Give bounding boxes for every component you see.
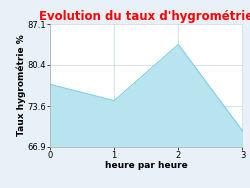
Title: Evolution du taux d'hygrométrie: Evolution du taux d'hygrométrie [39, 10, 250, 23]
Y-axis label: Taux hygrométrie %: Taux hygrométrie % [16, 35, 26, 136]
X-axis label: heure par heure: heure par heure [105, 161, 188, 170]
